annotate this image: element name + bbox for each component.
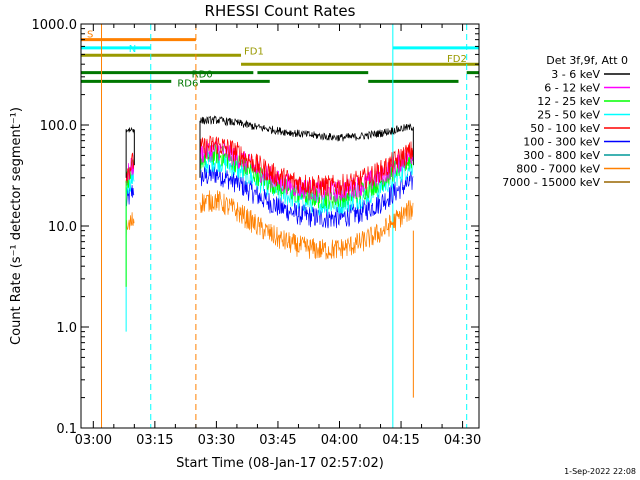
chart-title: RHESSI Count Rates (205, 2, 356, 20)
x-tick-label: 04:30 (444, 433, 481, 448)
flag-label-n: N (129, 44, 136, 55)
legend-label-6-12-kev: 6 - 12 keV (544, 82, 600, 95)
flag-label-fd1: FD1 (244, 46, 264, 57)
legend-label-100-300-kev: 100 - 300 keV (523, 136, 600, 149)
footer-timestamp: 1-Sep-2022 22:08 (564, 467, 636, 476)
plot-frame (80, 23, 480, 429)
flag-label-rd0: RD0 (192, 70, 213, 81)
y-tick-label: 0.1 (56, 422, 77, 437)
x-axis-label: Start Time (08-Jan-17 02:57:02) (176, 456, 384, 471)
legend-title: Det 3f,9f, Att 0 (546, 54, 628, 67)
y-tick-label: 1000.0 (32, 18, 78, 33)
flag-label-s: S (87, 30, 93, 41)
x-tick-label: 03:45 (259, 433, 296, 448)
series-50-100-kev (199, 135, 414, 197)
x-tick-label: 04:00 (321, 433, 358, 448)
x-tick-label: 03:15 (136, 433, 173, 448)
x-tick-label: 03:00 (75, 433, 112, 448)
y-axis-label: Count Rate (s⁻¹ detector segment⁻¹) (9, 107, 24, 345)
series-50-100-kev (125, 152, 135, 184)
y-tick-label: 10.0 (48, 220, 77, 235)
series-3-6-kev (125, 126, 135, 134)
legend-label-3-6-kev: 3 - 6 keV (551, 68, 600, 81)
legend-label-800-7000-kev: 800 - 7000 keV (516, 163, 600, 176)
legend-label-300-800-kev: 300 - 800 keV (523, 149, 600, 162)
flag-label-rd6: RD6 (177, 78, 198, 89)
x-axis: 03:00 03:15 03:30 03:45 04:00 04:15 04:30 (75, 24, 481, 448)
x-tick-label: 04:15 (382, 433, 419, 448)
legend-label-25-50-kev: 25 - 50 keV (537, 109, 600, 122)
legend-label-50-100-kev: 50 - 100 keV (530, 122, 600, 135)
legend-label-12-25-kev: 12 - 25 keV (537, 95, 600, 108)
y-axis: 0.1 1.0 10.0 100.0 1000.0 (32, 18, 479, 437)
series-800-7000-kev (125, 212, 135, 238)
count-rate-series (125, 115, 414, 398)
series-800-7000-kev (199, 190, 414, 260)
x-tick-label: 03:30 (198, 433, 235, 448)
series-12-25-kev (199, 143, 414, 209)
y-tick-label: 1.0 (56, 321, 77, 336)
legend-label-7000-15000-kev: 7000 - 15000 keV (502, 176, 600, 189)
series-100-300-kev (199, 164, 414, 229)
flag-label-fd2: FD2 (447, 54, 467, 65)
series-3-6-kev (200, 115, 414, 142)
y-tick-label: 100.0 (40, 119, 77, 134)
